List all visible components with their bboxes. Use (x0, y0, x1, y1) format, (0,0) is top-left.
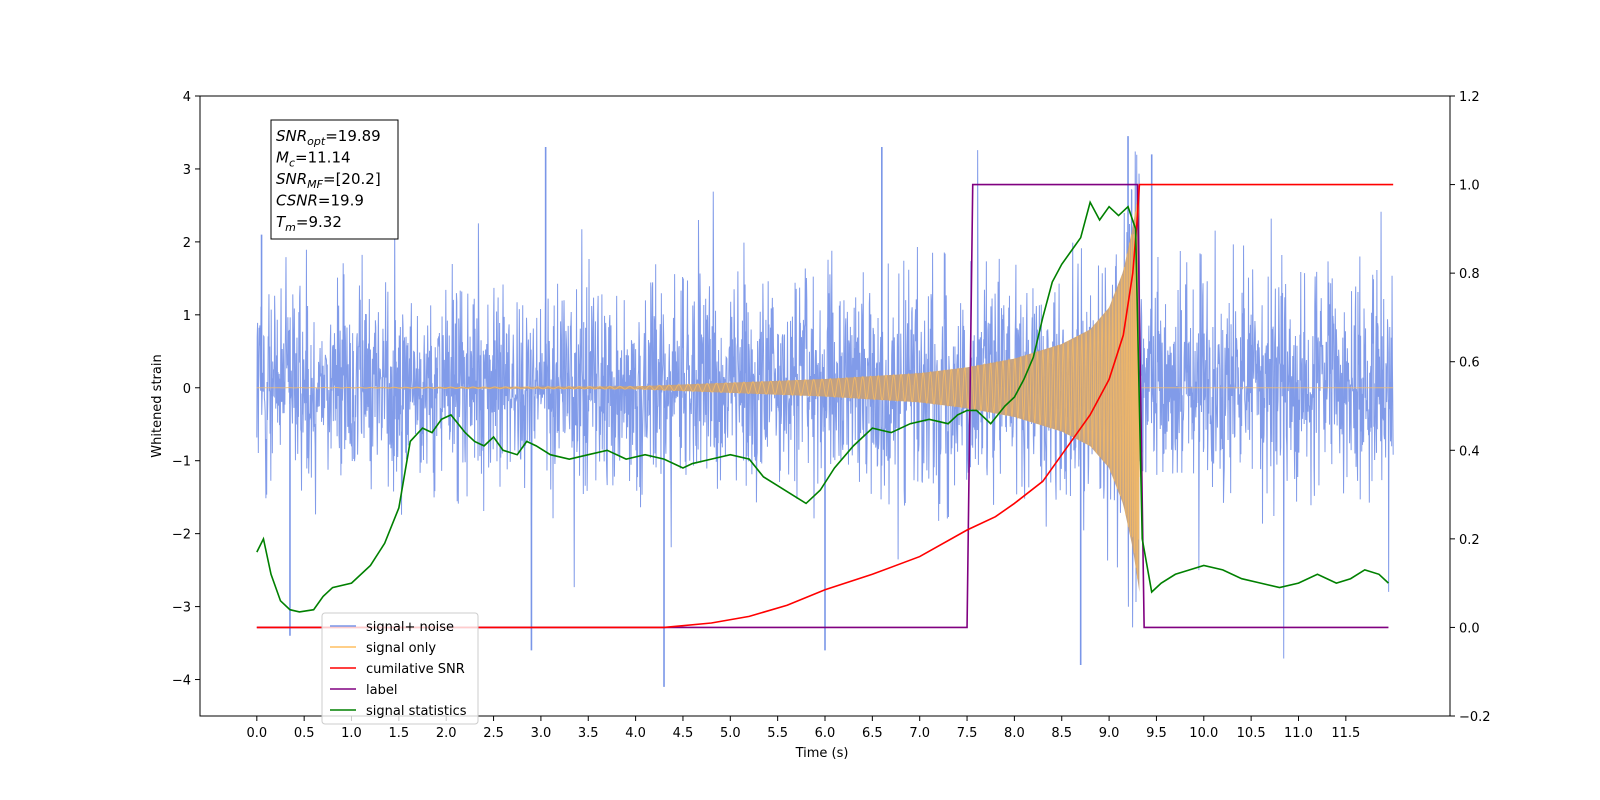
annotation-value: =11.14 (295, 149, 351, 167)
legend-frame (321, 612, 479, 725)
annotation-line: Mc=11.14 (276, 149, 351, 170)
annotation-symbol: CSNR (276, 192, 318, 210)
annotation-value: =9.32 (296, 213, 342, 231)
legend-label: signal+ noise (366, 620, 454, 635)
annotation-frame (270, 119, 399, 240)
signal-statistics-line (256, 200, 1389, 613)
legend-label: signal only (366, 641, 436, 656)
annotation-line: SNRMF=[20.2] (276, 170, 381, 191)
annotation-line: CSNR=19.9 (276, 192, 364, 210)
x-axis-label: Time (s) (795, 746, 849, 761)
x-tick-label: 7.0 (909, 726, 930, 741)
y-tick-label-right: 0.4 (1459, 444, 1480, 459)
x-tick-label: 9.0 (1099, 726, 1120, 741)
x-tick-label: 9.5 (1146, 726, 1167, 741)
annotation-value: =19.9 (318, 192, 364, 210)
annotation-subscript: opt (307, 135, 326, 148)
legend: signal+ noise signal only cumilative SNR la… (321, 612, 479, 725)
annotation-line: Tm=9.32 (276, 213, 342, 234)
y-tick-label-left: 1 (183, 309, 191, 324)
x-tick-label: 5.5 (767, 726, 788, 741)
x-tick-label: 0.0 (246, 726, 267, 741)
annotation-symbol: T (276, 213, 287, 231)
annotation-subscript: m (285, 221, 296, 234)
x-tick-label: 8.5 (1051, 726, 1072, 741)
x-tick-label: 1.5 (389, 726, 410, 741)
x-tick-label: 4.5 (673, 726, 694, 741)
y-tick-label-left: 0 (183, 382, 191, 397)
legend-label: cumilative SNR (366, 662, 465, 677)
x-tick-label: 0.5 (294, 726, 315, 741)
annotation-line: SNRopt=19.89 (276, 127, 381, 148)
x-tick-label: 6.5 (862, 726, 883, 741)
y-tick-label-right: 0.6 (1459, 356, 1480, 371)
signal-only-layer (256, 183, 1394, 592)
x-tick-label: 6.0 (815, 726, 836, 741)
y-tick-label-right: 0.0 (1459, 621, 1480, 636)
legend-label: label (366, 683, 397, 698)
x-tick-label: 10.0 (1189, 726, 1218, 741)
y-axis-label: Whitened strain (150, 354, 165, 457)
signal-only-envelope (256, 183, 1140, 592)
x-tick-label: 11.5 (1331, 726, 1360, 741)
y-tick-label-left: 3 (183, 163, 191, 178)
y-tick-label-right: 0.2 (1459, 533, 1480, 548)
x-tick-label: 2.5 (483, 726, 504, 741)
y-tick-label-right: 1.2 (1459, 90, 1480, 105)
right-axis-lines-layer (256, 183, 1394, 629)
signal-only-line (256, 194, 1394, 579)
x-tick-label: 2.0 (436, 726, 457, 741)
x-tick-label: 1.0 (341, 726, 362, 741)
x-tick-label: 5.0 (720, 726, 741, 741)
y-tick-label-left: −2 (172, 528, 191, 543)
y-tick-label-left: −4 (172, 674, 191, 689)
annotation-value: =[20.2] (323, 170, 381, 188)
annotation-symbol: SNR (276, 127, 307, 145)
y-tick-label-left: 4 (183, 90, 191, 105)
annotation-box: SNRopt=19.89Mc=11.14SNRMF=[20.2]CSNR=19.… (270, 119, 399, 240)
annotation-symbol: SNR (276, 170, 307, 188)
legend-label: signal statistics (366, 704, 467, 719)
y-tick-label-left: 2 (183, 236, 191, 251)
x-tick-label: 8.0 (1004, 726, 1025, 741)
x-tick-label: 7.5 (957, 726, 978, 741)
x-tick-label: 3.0 (531, 726, 552, 741)
annotation-subscript: MF (307, 178, 323, 191)
cumilative-snr-line (256, 183, 1394, 629)
y-tick-label-right: −0.2 (1459, 710, 1491, 725)
annotation-subscript: c (289, 157, 295, 170)
x-tick-label: 3.5 (578, 726, 599, 741)
x-tick-label: 10.5 (1237, 726, 1266, 741)
x-tick-label: 4.0 (625, 726, 646, 741)
y-tick-label-right: 1.0 (1459, 179, 1480, 194)
label-line (256, 183, 1389, 629)
annotation-symbol: M (276, 149, 289, 167)
annotation-value: =19.89 (325, 127, 381, 145)
x-tick-label: 11.0 (1284, 726, 1313, 741)
y-tick-label-right: 0.8 (1459, 267, 1480, 282)
y-tick-label-left: −1 (172, 455, 191, 470)
y-tick-label-left: −3 (172, 601, 191, 616)
axes-ticks: 0.0 0.5 1.0 1.5 2.0 2.5 3.0 3.5 4.0 4.5 5.0 5.5 6.0 6… (172, 90, 1491, 741)
